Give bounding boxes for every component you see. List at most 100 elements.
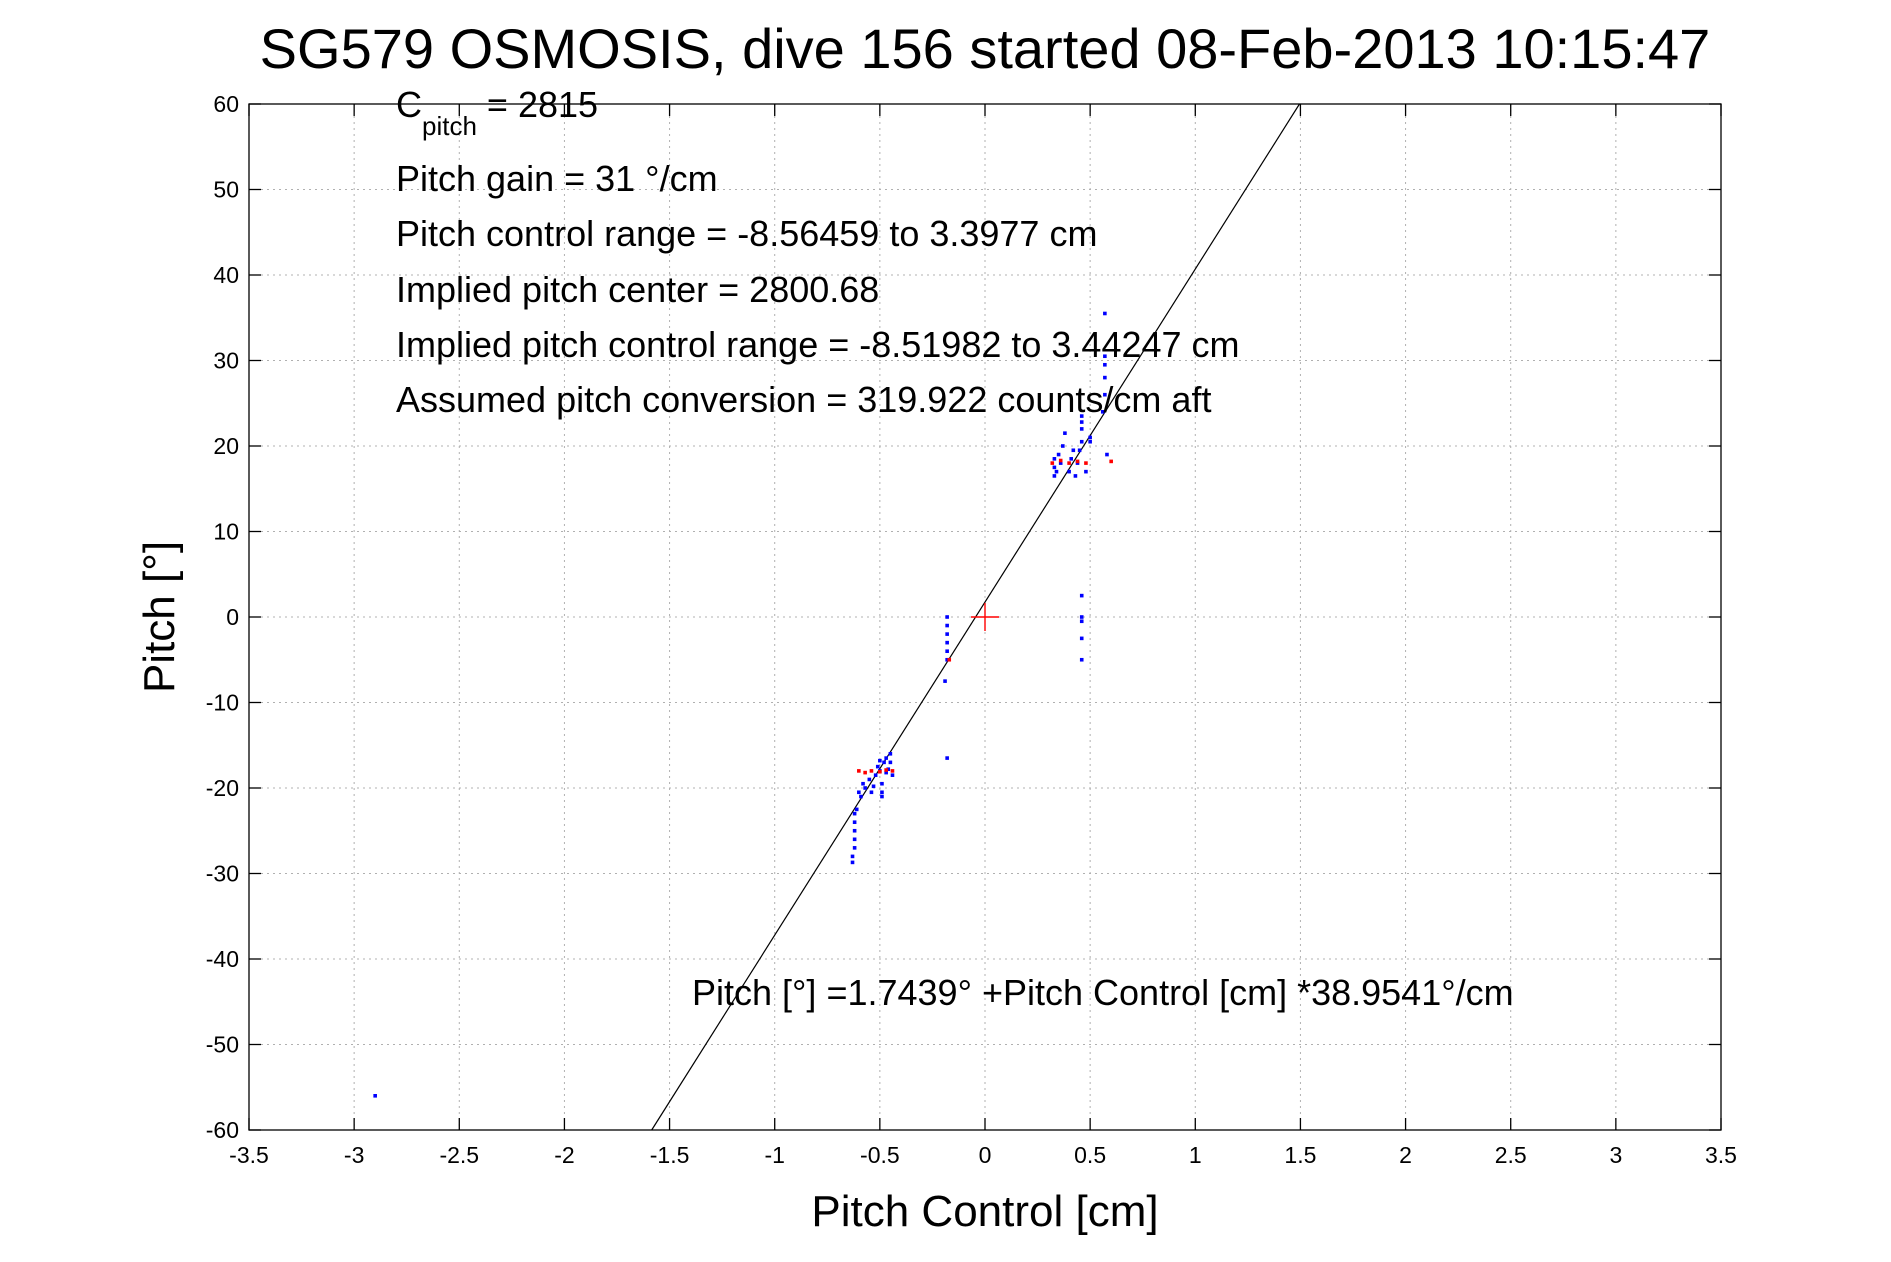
y-tick-label: 60 [213, 91, 239, 117]
cpitch-annotation: Cpitch = 2815 [396, 84, 598, 141]
y-tick-label: -60 [206, 1117, 239, 1143]
data-point [850, 854, 855, 859]
data-point [1084, 469, 1088, 474]
x-tick-label: 3 [1609, 1142, 1622, 1168]
data-point [1105, 452, 1109, 457]
data-point [1088, 435, 1092, 440]
x-tick-label: 3.5 [1705, 1142, 1737, 1168]
data-point [1075, 459, 1080, 464]
x-tick-label: 2 [1399, 1142, 1412, 1168]
data-point [945, 623, 949, 628]
y-tick-label: -50 [206, 1032, 239, 1058]
data-point [1077, 448, 1082, 453]
data-point [1063, 431, 1067, 435]
data-point [1079, 593, 1084, 598]
data-point [861, 781, 865, 786]
data-point [1073, 474, 1078, 478]
data-point [1069, 457, 1074, 461]
data-point [1103, 362, 1107, 367]
data-point [863, 770, 867, 775]
x-tick-label: 0 [979, 1142, 992, 1168]
y-tick-label: -20 [206, 775, 239, 801]
y-axis-label: Pitch [°] [135, 541, 184, 693]
data-point [1100, 410, 1105, 414]
y-tick-label: -40 [206, 946, 239, 972]
conversion-annotation: Assumed pitch conversion = 319.922 count… [396, 379, 1211, 420]
data-point [884, 768, 888, 772]
x-tick-label: -3.5 [229, 1142, 269, 1168]
y-axis-ticks: -60 -50 -40 -30 -20 -10 0 10 20 30 40 50 60 [206, 91, 1721, 1143]
y-tick-label: -10 [206, 690, 239, 716]
data-point [854, 807, 859, 812]
data-point [859, 794, 863, 799]
data-point [945, 657, 949, 662]
data-point [884, 756, 888, 760]
data-point [888, 760, 893, 765]
control-range-annotation: Pitch control range = -8.56459 to 3.3977… [396, 213, 1097, 254]
data-point [1103, 375, 1107, 380]
data-point [1079, 615, 1084, 619]
data-point [890, 773, 895, 777]
series-0 [373, 311, 1109, 1098]
implied-center-annotation: Implied pitch center = 2800.68 [396, 269, 879, 310]
data-point [852, 811, 857, 816]
data-point [1052, 465, 1057, 470]
x-axis-label: Pitch Control [cm] [811, 1187, 1158, 1236]
x-tick-label: -1 [764, 1142, 784, 1168]
x-tick-label: -2.5 [439, 1142, 479, 1168]
data-point [1061, 444, 1065, 448]
data-point [1050, 461, 1055, 465]
data-points [373, 311, 1113, 1098]
data-point [945, 615, 949, 619]
data-point [880, 790, 884, 795]
data-point [1079, 414, 1084, 418]
data-point [1103, 311, 1107, 316]
data-point [875, 764, 880, 769]
data-point [852, 828, 857, 833]
data-point [878, 758, 882, 763]
data-point [945, 756, 949, 760]
y-tick-label: -30 [206, 861, 239, 887]
x-tick-label: 0.5 [1074, 1142, 1106, 1168]
data-point [869, 790, 874, 795]
data-point [1058, 458, 1063, 463]
data-point [1079, 619, 1084, 624]
data-point [1103, 354, 1107, 359]
x-tick-label: 2.5 [1495, 1142, 1527, 1168]
data-point [943, 679, 947, 683]
data-point [857, 769, 861, 773]
data-point [1058, 461, 1063, 465]
data-point [884, 770, 888, 775]
data-point [850, 860, 855, 865]
data-point [1079, 420, 1084, 424]
y-tick-label: 20 [213, 433, 239, 459]
data-point [1079, 636, 1084, 641]
data-point [1084, 461, 1088, 465]
data-point [1052, 474, 1057, 478]
data-point [1079, 657, 1084, 662]
y-tick-label: 40 [213, 262, 239, 288]
data-point [852, 837, 857, 842]
data-point [1088, 439, 1092, 444]
x-tick-label: 1 [1189, 1142, 1202, 1168]
data-point [871, 784, 876, 789]
data-point [886, 767, 891, 771]
series-1 [857, 458, 1113, 775]
data-point [945, 632, 949, 636]
data-point [1103, 392, 1107, 397]
data-point [1052, 457, 1057, 461]
y-tick-label: 0 [226, 604, 239, 630]
data-point [373, 1094, 377, 1098]
y-tick-label: 10 [213, 519, 239, 545]
data-point [945, 640, 949, 645]
center-marker-layer [971, 603, 999, 631]
data-point [1071, 448, 1076, 453]
data-point [852, 820, 857, 824]
data-point [1079, 439, 1084, 444]
data-point [1067, 469, 1071, 474]
data-point [880, 794, 884, 799]
y-tick-label: 30 [213, 348, 239, 374]
data-point [1109, 459, 1113, 464]
fit-equation-annotation: Pitch [°] =1.7439° +Pitch Control [cm] *… [692, 972, 1514, 1013]
pitch-gain-annotation: Pitch gain = 31 °/cm [396, 158, 718, 199]
